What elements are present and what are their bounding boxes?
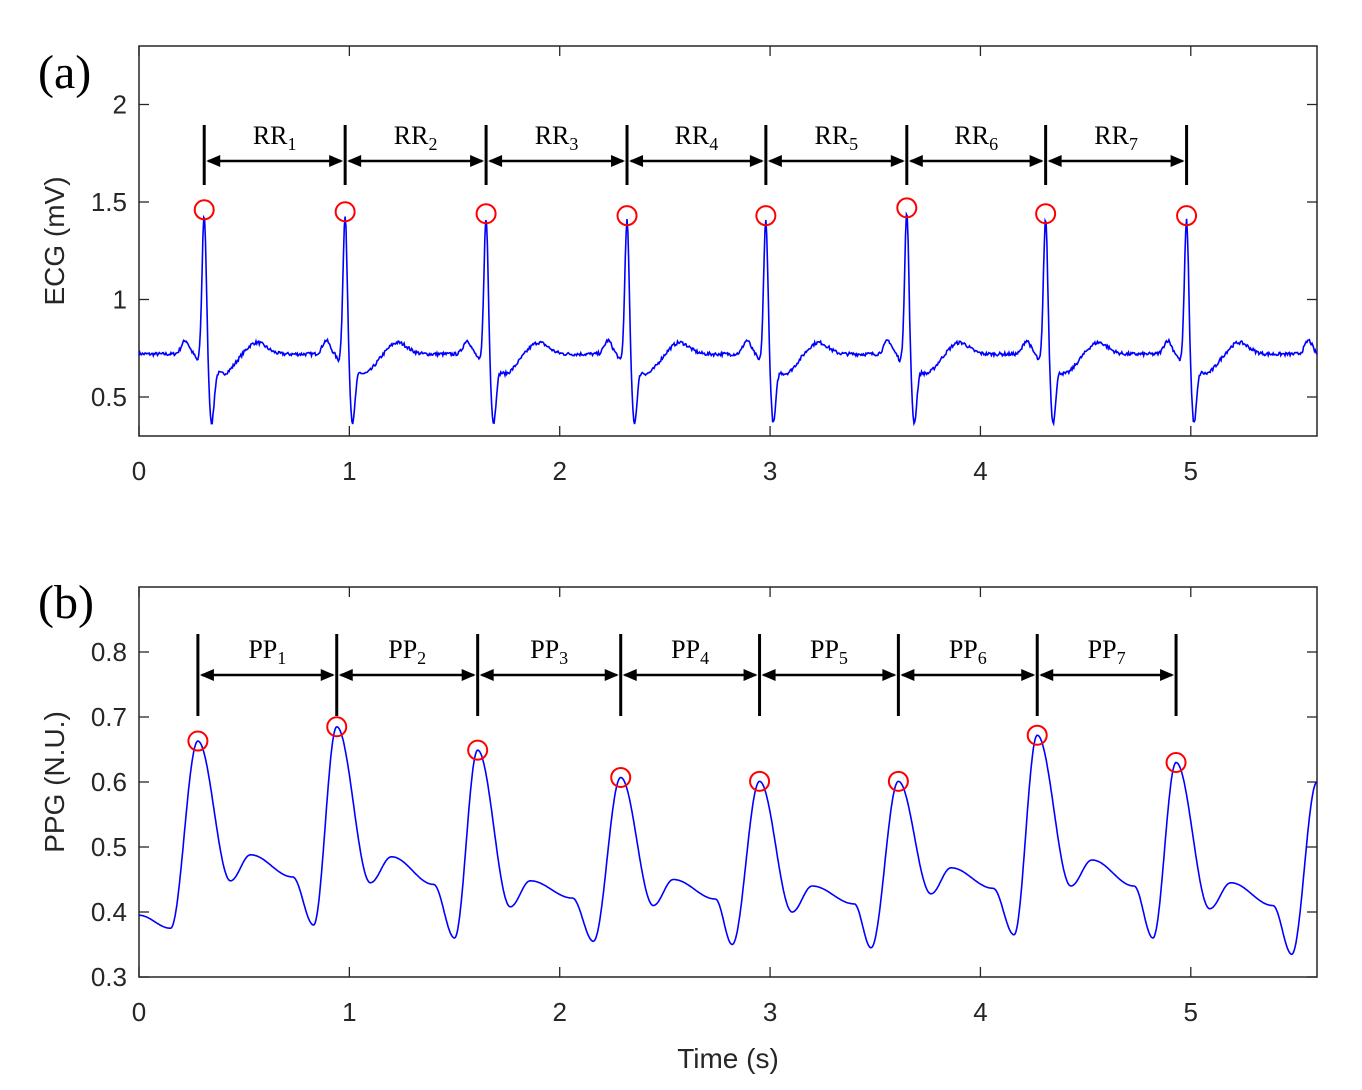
ecg-peak-marker [755,205,777,227]
ppg-y-tick-label: 0.6 [91,767,127,797]
ppg-interval-label: PP3 [530,635,568,668]
ecg-interval-label: RR3 [535,121,579,154]
ecg-y-axis-label: ECG (mV) [39,176,70,305]
ecg-arrowhead-left [629,155,644,167]
ecg-axis-ticks: 0 1 2 3 4 5 0.5 1 1.5 2 [91,46,1317,486]
ecg-arrowhead-right [1170,155,1185,167]
ppg-arrowhead-left [338,669,353,681]
ecg-interval-label: RR4 [675,121,719,154]
ecg-arrowhead-right [890,155,905,167]
ppg-x-tick-label: 4 [973,997,987,1027]
ppg-y-tick-label: 0.4 [91,897,127,927]
ecg-peak-marker [1176,205,1198,227]
ppg-interval-label: PP1 [248,635,286,668]
ppg-peak-marker [1165,752,1187,773]
ppg-y-tick-label: 0.5 [91,832,127,862]
ppg-arrowhead-right [882,669,897,681]
ecg-peak-marker [896,197,918,219]
ppg-arrowhead-right [1021,669,1036,681]
ecg-arrowhead-right [329,155,344,167]
ppg-y-axis-label: PPG (N.U.) [39,711,70,853]
ecg-peak-marker [334,201,356,223]
ppg-peak-marker [887,770,909,792]
ppg-arrowhead-right [1160,669,1175,681]
ppg-y-tick-label: 0.3 [91,962,127,992]
ppg-interval-label: PP4 [671,635,709,668]
ecg-arrowhead-right [470,155,485,167]
ecg-x-tick-label: 3 [763,456,777,486]
ppg-peak-marker [610,766,632,788]
ppg-arrowhead-right [604,669,619,681]
ppg-arrowhead-left [761,669,776,681]
ecg-y-tick-label: 2 [113,90,127,120]
ecg-arrowhead-right [749,155,764,167]
ppg-panel: (b) 0 1 2 3 4 50.30.40.50.60.70.8 PP1 PP2 PP3 PP… [38,576,1318,1074]
ecg-arrowhead-left [767,155,782,167]
panel-label-b: (b) [38,576,94,629]
ppg-x-tick-label: 3 [763,997,777,1027]
ecg-peak-marker [616,205,638,227]
ecg-interval-label: RR1 [253,121,297,154]
ppg-arrowhead-left [900,669,915,681]
ppg-arrowhead-right [320,669,335,681]
ecg-peak-marker [475,203,497,225]
ppg-peak-marker [187,730,209,752]
ecg-x-tick-label: 4 [973,456,987,486]
ecg-y-tick-label: 1 [113,285,127,315]
ppg-interval-label: PP7 [1088,635,1126,668]
ppg-x-tick-label: 2 [552,997,566,1027]
ecg-interval-label: RR2 [394,121,438,154]
ppg-y-tick-label: 0.8 [91,637,127,667]
ecg-x-tick-label: 5 [1184,456,1198,486]
ecg-arrowhead-left [1047,155,1062,167]
ecg-arrowhead-right [611,155,626,167]
ppg-signal-line [139,725,1318,956]
ppg-pp-annotations: PP1 PP2 PP3 PP4 PP5 PP6 PP7 [196,634,1178,716]
ecg-r-peak-markers [193,197,1198,227]
ppg-peak-marker [326,716,348,738]
ecg-arrowhead-left [488,155,503,167]
ecg-peak-marker [193,199,215,221]
ecg-x-tick-label: 1 [342,456,356,486]
ppg-x-tick-label: 1 [342,997,356,1027]
ppg-interval-label: PP6 [949,635,987,668]
ecg-y-tick-label: 1.5 [91,187,127,217]
ppg-x-tick-label: 5 [1184,997,1198,1027]
ppg-arrowhead-right [743,669,758,681]
ppg-arrowhead-left [1039,669,1054,681]
x-axis-label: Time (s) [677,1043,779,1074]
ppg-interval-label: PP5 [810,635,848,668]
ppg-peak-markers [187,716,1187,792]
ppg-axis-ticks: 0 1 2 3 4 5 0.3 0.4 0.5 0.6 0.7 0.8 [91,587,1317,1027]
ecg-y-tick-label: 0.5 [91,382,127,412]
ppg-peak-marker [1026,724,1048,746]
ecg-interval-label: RR6 [954,121,998,154]
ppg-peak-marker [749,770,771,792]
ppg-y-tick-label: 0.7 [91,702,127,732]
ecg-arrowhead-left [908,155,923,167]
ecg-interval-label: RR7 [1094,121,1138,154]
ecg-signal-line [138,211,1318,427]
ecg-peak-marker [1035,203,1057,225]
panel-label-a: (a) [38,46,91,99]
ppg-arrowhead-right [461,669,476,681]
ecg-x-tick-label: 2 [552,456,566,486]
ppg-arrowhead-left [199,669,214,681]
ppg-interval-label: PP2 [388,635,426,668]
ppg-x-tick-label: 0 [132,997,146,1027]
ecg-rr-annotations: RR1 RR2 RR3 RR4 RR5 RR6 RR7 [202,121,1189,185]
ecg-arrowhead-left [347,155,362,167]
ppg-arrowhead-left [622,669,637,681]
ecg-arrowhead-left [206,155,221,167]
ppg-arrowhead-left [479,669,494,681]
ecg-arrowhead-right [1029,155,1044,167]
ecg-x-tick-label: 0 [132,456,146,486]
ppg-peak-marker [467,739,489,761]
ecg-plot-frame [138,45,1318,437]
ecg-panel: (a) 0 1 2 3 4 5 0.5 1 1.5 2 RR1 RR2 RR3 RR4 RR5 RR6 RR7… [38,45,1318,486]
ecg-interval-label: RR5 [814,121,858,154]
